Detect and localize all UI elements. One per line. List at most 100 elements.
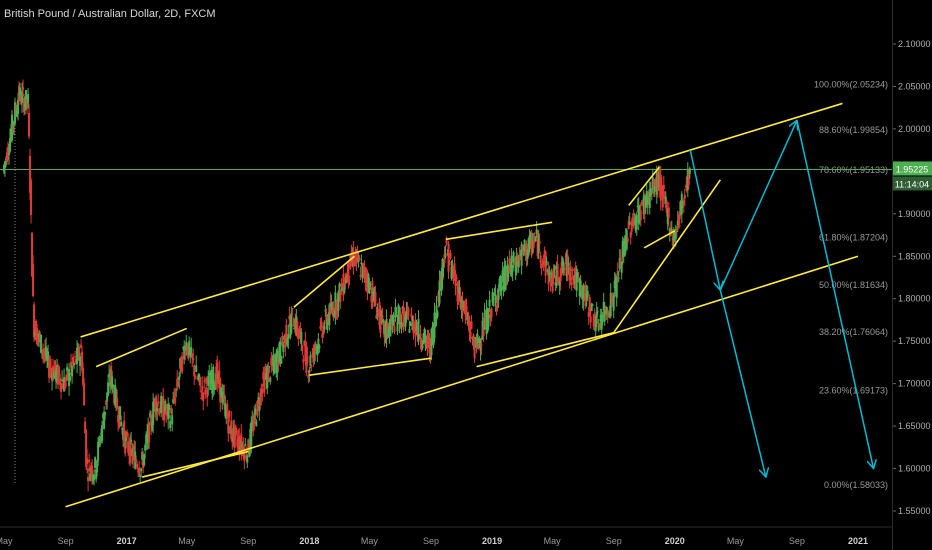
candle-body bbox=[31, 232, 34, 277]
trendline bbox=[95, 327, 188, 368]
candle-body bbox=[158, 409, 161, 415]
candle-body bbox=[223, 394, 226, 400]
candle-body bbox=[385, 319, 388, 340]
candle-body bbox=[488, 299, 491, 307]
candle-body bbox=[665, 201, 668, 213]
candle-body bbox=[607, 311, 610, 318]
candle-body bbox=[562, 268, 565, 271]
candle-body bbox=[263, 374, 266, 393]
candle-body bbox=[252, 425, 255, 432]
candle-body bbox=[583, 297, 586, 300]
candle-body bbox=[185, 341, 188, 351]
candle-body bbox=[38, 333, 41, 338]
candle-body bbox=[92, 475, 95, 481]
candle-body bbox=[392, 315, 395, 323]
candle-body bbox=[642, 195, 645, 215]
candle-body bbox=[83, 383, 86, 406]
candle-body bbox=[541, 261, 544, 265]
candle-body bbox=[64, 382, 67, 389]
candle-body bbox=[575, 272, 578, 291]
candle-body bbox=[76, 347, 79, 364]
candle-body bbox=[431, 326, 434, 332]
candle-body bbox=[669, 227, 672, 236]
candle-body bbox=[378, 301, 381, 326]
candle-body bbox=[188, 340, 191, 356]
candle-body bbox=[257, 397, 260, 400]
candle-body bbox=[8, 153, 11, 155]
candle-body bbox=[466, 322, 469, 324]
candle-body bbox=[173, 395, 176, 400]
candle-body bbox=[522, 249, 525, 251]
candle-body bbox=[97, 441, 100, 461]
candle-body bbox=[205, 377, 208, 384]
candle-body bbox=[435, 305, 438, 320]
candle-body bbox=[647, 192, 650, 198]
candle-body bbox=[478, 337, 481, 344]
candle-body bbox=[328, 304, 331, 325]
candle-body bbox=[576, 272, 579, 277]
candle-body bbox=[7, 147, 10, 156]
candle-body bbox=[150, 417, 153, 426]
x-tick-label: May bbox=[0, 536, 13, 546]
candle-body bbox=[192, 357, 195, 361]
candle-body bbox=[191, 353, 194, 359]
candle-body bbox=[122, 430, 125, 440]
candle-body bbox=[383, 321, 386, 338]
candle-body bbox=[354, 252, 357, 258]
candle-body bbox=[101, 425, 104, 442]
candle-body bbox=[145, 434, 148, 444]
candle-body bbox=[318, 345, 321, 349]
candle-body bbox=[163, 411, 166, 421]
candle-body bbox=[164, 400, 167, 413]
candle-body bbox=[3, 164, 5, 172]
candle-body bbox=[341, 287, 344, 292]
candle-body bbox=[65, 376, 68, 381]
candle-body bbox=[201, 386, 204, 392]
candle-body bbox=[214, 380, 217, 390]
candle-body bbox=[344, 277, 347, 284]
candle-body bbox=[4, 161, 7, 168]
candle-body bbox=[100, 432, 103, 435]
candle-body bbox=[476, 334, 479, 348]
candle-body bbox=[649, 188, 652, 195]
candle-body bbox=[623, 238, 626, 257]
candle-body bbox=[514, 266, 517, 272]
candle-body bbox=[190, 347, 193, 357]
candle-body bbox=[326, 319, 329, 330]
candle-body bbox=[410, 314, 413, 318]
candle-body bbox=[508, 258, 511, 272]
candle-body bbox=[120, 421, 123, 426]
candle-body bbox=[387, 329, 390, 338]
candle-body bbox=[437, 292, 440, 302]
candle-body bbox=[381, 315, 384, 318]
candle-body bbox=[680, 193, 683, 215]
candle-body bbox=[395, 315, 398, 317]
candle-body bbox=[638, 213, 641, 221]
candle-body bbox=[673, 229, 676, 235]
candle-body bbox=[373, 294, 376, 302]
candle-body bbox=[334, 292, 337, 315]
candle-body bbox=[52, 365, 55, 380]
candle-body bbox=[60, 383, 63, 392]
candle-body bbox=[561, 257, 564, 266]
candle-body bbox=[362, 263, 365, 267]
candle-body bbox=[89, 473, 92, 481]
candle-body bbox=[524, 251, 527, 256]
candle-body bbox=[327, 317, 330, 322]
candle-body bbox=[37, 334, 40, 339]
candle-body bbox=[236, 439, 239, 447]
candle-body bbox=[309, 355, 312, 367]
candle-body bbox=[627, 220, 630, 229]
candle-body bbox=[551, 273, 554, 292]
candle-body bbox=[505, 275, 508, 277]
candle-body bbox=[240, 433, 243, 453]
candle-body bbox=[14, 102, 17, 124]
candle-body bbox=[13, 120, 16, 126]
candle-body bbox=[628, 222, 631, 225]
candle-body bbox=[115, 390, 118, 404]
candle-body bbox=[130, 439, 133, 443]
candle-body bbox=[297, 330, 300, 340]
candle-body bbox=[178, 376, 181, 380]
candle-body bbox=[485, 309, 488, 335]
